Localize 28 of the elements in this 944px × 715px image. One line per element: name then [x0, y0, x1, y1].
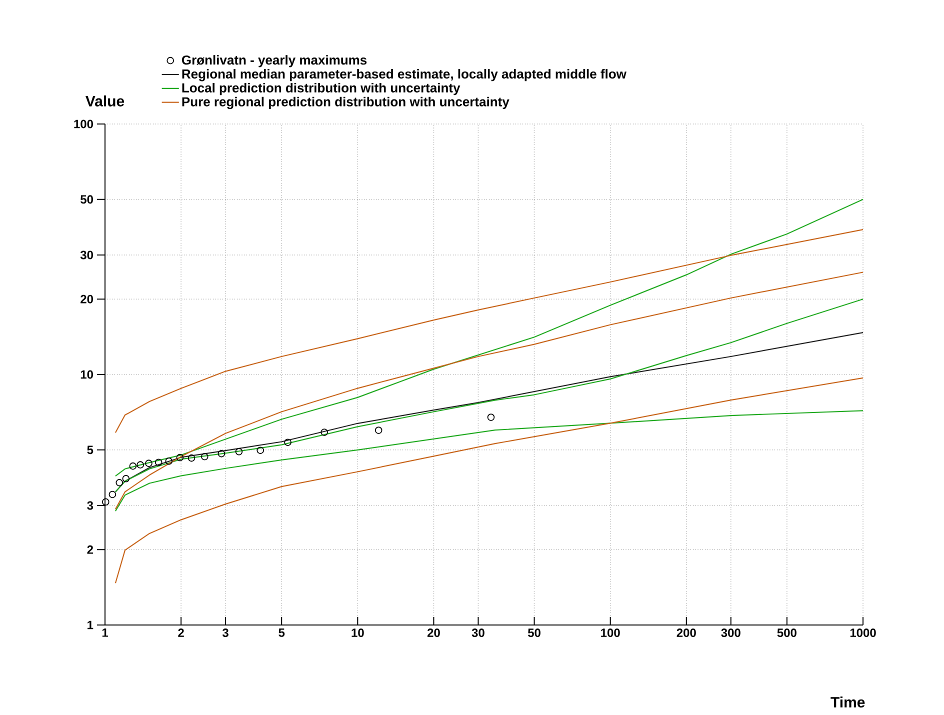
y-tick-label: 3 [87, 501, 94, 510]
x-tick-label: 300 [721, 628, 740, 638]
legend-label: Grønlivatn - yearly maximums [182, 55, 367, 68]
y-tick-label: 100 [74, 120, 93, 128]
x-tick-label: 100 [601, 628, 620, 638]
x-tick-label: 2 [178, 628, 184, 637]
x-tick-label: 50 [528, 628, 540, 638]
legend-label: Local prediction distribution with uncertainty [182, 82, 460, 96]
y-tick-label: 2 [87, 545, 94, 554]
x-tick-label: 3 [222, 628, 228, 638]
y-axis-title: Value [86, 95, 124, 106]
y-tick-label: 30 [80, 250, 93, 260]
y-tick-label: 5 [87, 446, 94, 454]
y-tick-label: 10 [80, 370, 93, 379]
x-tick-label: 500 [777, 628, 796, 638]
x-tick-label: 5 [278, 628, 285, 637]
y-tick-label: 50 [80, 195, 93, 204]
legend-label: Regional median parameter-based estimate, locally adapted middle flow [182, 69, 626, 82]
x-tick-label: 20 [427, 628, 440, 638]
x-tick-label: 1000 [850, 628, 876, 638]
legend-label: Pure regional prediction distribution with uncertainty [182, 96, 510, 110]
y-tick-label: 1 [88, 620, 94, 630]
x-tick-label: 30 [472, 628, 484, 638]
x-axis-title: Time [830, 696, 865, 708]
x-tick-label: 1 [102, 628, 108, 637]
x-tick-label: 10 [352, 628, 364, 638]
y-tick-label: 20 [80, 294, 93, 304]
x-tick-label: 200 [676, 628, 696, 638]
